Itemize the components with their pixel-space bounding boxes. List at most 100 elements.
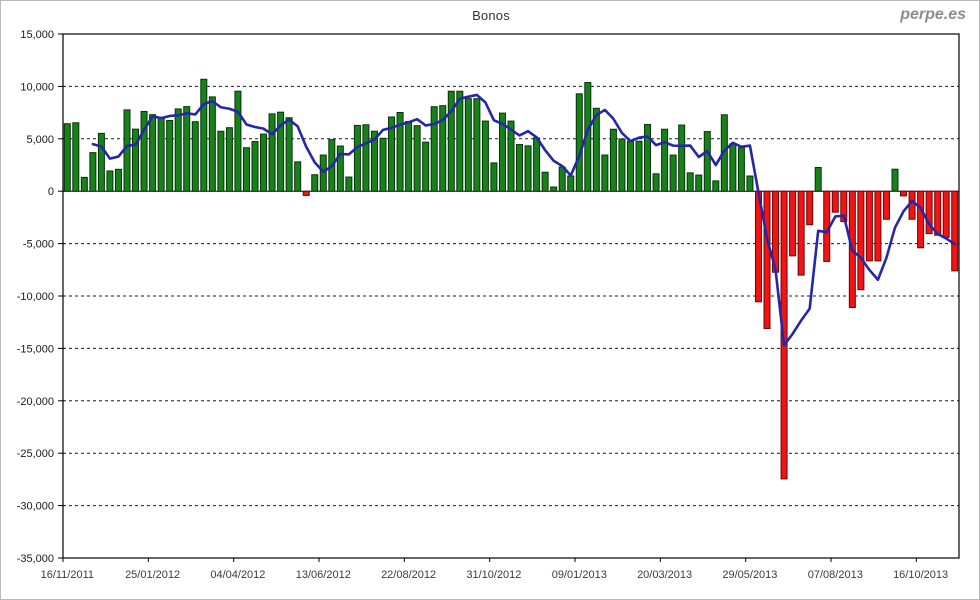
- bar-positive: [481, 120, 489, 192]
- bar-negative: [900, 190, 908, 197]
- bar-positive: [405, 121, 413, 192]
- bar-positive: [311, 174, 319, 192]
- bar-negative: [806, 190, 814, 226]
- bar-positive: [362, 124, 370, 192]
- bar-negative: [917, 190, 925, 249]
- bar-positive: [140, 110, 148, 192]
- bar-positive: [678, 124, 686, 192]
- bar-positive: [558, 166, 566, 192]
- bar-negative: [789, 190, 797, 257]
- chart-title: Bonos: [472, 8, 510, 23]
- y-axis-label: -20,000: [17, 396, 54, 408]
- x-axis-label: 20/03/2013: [637, 569, 692, 581]
- x-axis-label: 16/10/2013: [893, 569, 948, 581]
- bar-positive: [106, 170, 114, 192]
- bar-positive: [635, 140, 643, 192]
- bar-positive: [157, 116, 165, 192]
- y-axis-label: 15,000: [20, 29, 54, 41]
- bar-negative: [865, 190, 873, 262]
- bar-positive: [422, 141, 430, 192]
- bar-positive: [336, 145, 344, 192]
- bar-negative: [797, 190, 805, 276]
- bar-positive: [370, 130, 378, 192]
- bar-positive: [234, 90, 242, 192]
- y-axis-label: 10,000: [20, 81, 54, 93]
- bar-positive: [183, 106, 191, 192]
- bar-positive: [379, 137, 387, 192]
- x-axis-label: 07/08/2013: [808, 569, 863, 581]
- bar-positive: [644, 123, 652, 192]
- bar-positive: [498, 112, 506, 192]
- bar-positive: [208, 96, 216, 192]
- bar-positive: [686, 172, 694, 192]
- bar-positive: [669, 154, 677, 192]
- bar-positive: [285, 117, 293, 192]
- bar-positive: [114, 168, 122, 192]
- bar-positive: [319, 154, 327, 192]
- bar-negative: [302, 190, 310, 196]
- bar-positive: [149, 114, 157, 192]
- bar-positive: [97, 132, 105, 192]
- bar-positive: [89, 152, 97, 192]
- y-axis-label: -10,000: [17, 291, 54, 303]
- bar-positive: [225, 127, 233, 192]
- bar-positive: [132, 128, 140, 192]
- bar-positive: [729, 143, 737, 192]
- bar-positive: [652, 173, 660, 192]
- watermark-logo: perpe.es: [900, 6, 966, 23]
- y-axis-label: 0: [48, 186, 54, 198]
- bar-positive: [490, 162, 498, 192]
- bar-negative: [882, 190, 890, 220]
- bar-positive: [456, 90, 464, 192]
- bar-positive: [891, 168, 899, 192]
- x-axis-label: 25/01/2012: [125, 569, 180, 581]
- bar-positive: [174, 108, 182, 192]
- bar-positive: [473, 98, 481, 192]
- bar-positive: [746, 175, 754, 192]
- x-axis-label: 13/06/2012: [296, 569, 351, 581]
- x-axis-label: 31/10/2012: [466, 569, 521, 581]
- bar-positive: [388, 116, 396, 192]
- y-axis-label: -15,000: [17, 343, 54, 355]
- bar-positive: [200, 78, 208, 192]
- bar-positive: [72, 122, 80, 192]
- y-axis-label: -30,000: [17, 501, 54, 513]
- bar-positive: [191, 121, 199, 192]
- bar-positive: [609, 128, 617, 192]
- y-axis-label: -25,000: [17, 448, 54, 460]
- bar-positive: [524, 145, 532, 192]
- bar-positive: [661, 128, 669, 192]
- bar-positive: [516, 144, 524, 192]
- bar-positive: [541, 171, 549, 192]
- bar-positive: [80, 176, 88, 192]
- x-axis-label: 09/01/2013: [552, 569, 607, 581]
- bar-positive: [447, 90, 455, 192]
- bar-positive: [277, 111, 285, 192]
- bar-positive: [268, 113, 276, 192]
- bar-positive: [737, 147, 745, 192]
- bar-positive: [439, 105, 447, 192]
- bar-positive: [396, 112, 404, 192]
- bar-negative: [763, 190, 771, 329]
- moving-average-line: [91, 93, 957, 347]
- bar-positive: [550, 186, 558, 192]
- bar-positive: [601, 154, 609, 192]
- bar-positive: [413, 125, 421, 192]
- bar-positive: [63, 123, 71, 192]
- bar-positive: [703, 131, 711, 192]
- bar-positive: [626, 140, 634, 192]
- bar-positive: [533, 137, 541, 192]
- x-axis-label: 29/05/2013: [722, 569, 777, 581]
- bar-negative: [874, 190, 882, 262]
- bar-negative: [831, 190, 839, 213]
- bar-positive: [695, 174, 703, 192]
- x-axis-label: 22/08/2012: [381, 569, 436, 581]
- x-axis-label: 16/11/2011: [41, 569, 94, 581]
- bar-positive: [618, 138, 626, 192]
- bar-negative: [840, 190, 848, 223]
- y-axis-label: 5,000: [26, 134, 54, 146]
- bar-positive: [464, 98, 472, 192]
- y-axis-label: -5,000: [23, 239, 54, 251]
- bar-negative: [857, 190, 865, 291]
